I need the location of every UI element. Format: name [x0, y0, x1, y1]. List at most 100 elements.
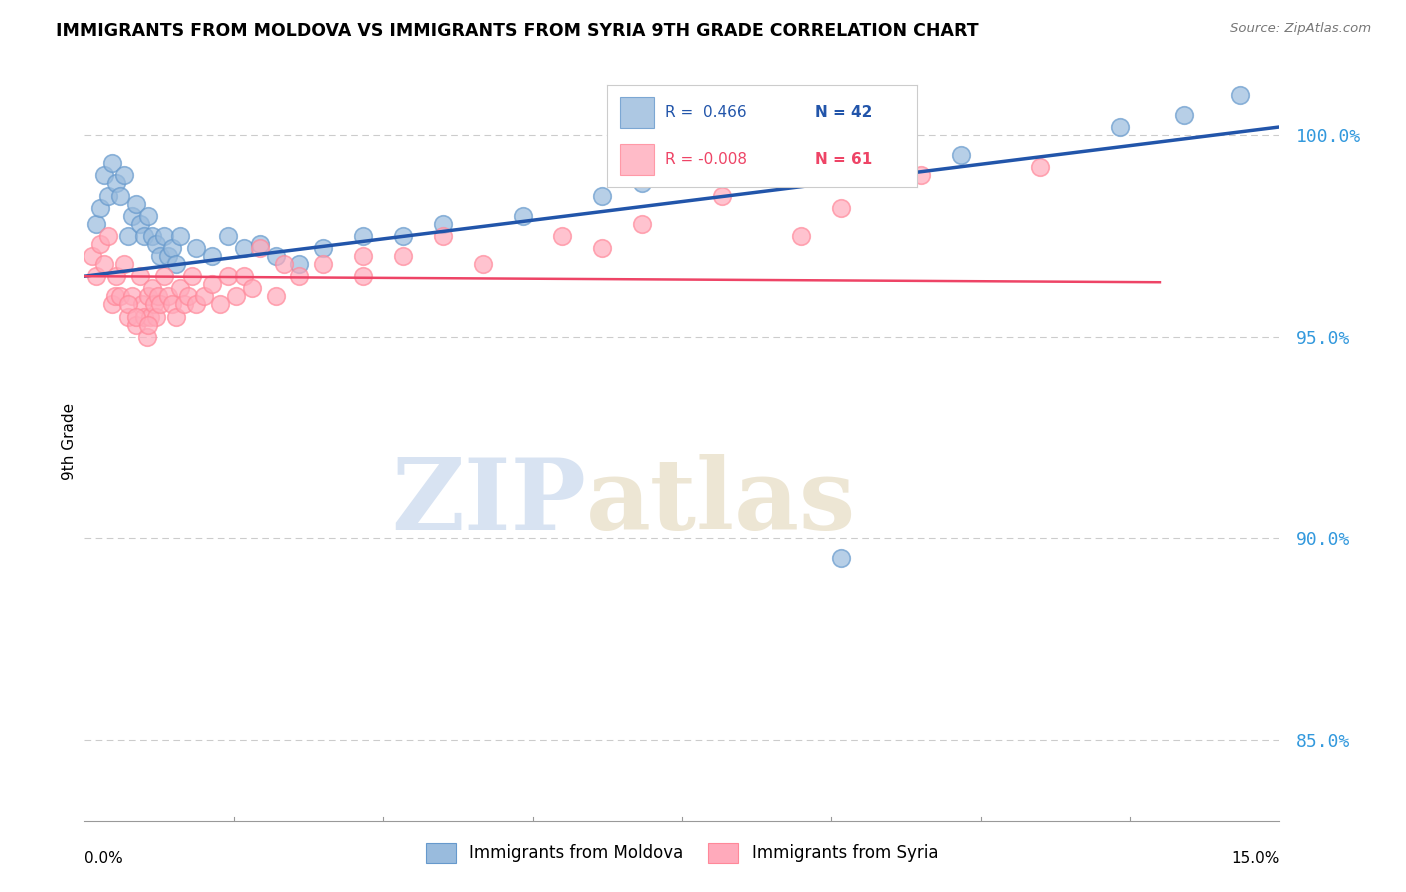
Point [93, 257, 115, 271]
Text: 15.0%: 15.0% [1232, 851, 1279, 866]
Point [1173, 108, 1195, 122]
Point [173, 297, 195, 311]
Point [93, 169, 115, 183]
Point [225, 289, 247, 303]
Point [208, 297, 231, 311]
Point [112, 169, 135, 183]
Point [1029, 161, 1052, 175]
Point [288, 269, 311, 284]
Point [264, 289, 287, 303]
Point [132, 310, 156, 324]
Point [471, 257, 494, 271]
Point [86, 217, 108, 231]
Point [591, 241, 613, 255]
Point [512, 209, 534, 223]
Point [392, 249, 415, 263]
Text: N = 42: N = 42 [814, 105, 872, 120]
Point [249, 241, 271, 255]
Text: IMMIGRANTS FROM MOLDOVA VS IMMIGRANTS FROM SYRIA 9TH GRADE CORRELATION CHART: IMMIGRANTS FROM MOLDOVA VS IMMIGRANTS FR… [56, 22, 979, 40]
Point [136, 209, 159, 223]
Bar [620, 97, 654, 128]
Point [432, 228, 454, 243]
Point [149, 297, 172, 311]
Point [129, 269, 152, 284]
Point [710, 188, 733, 202]
Point [157, 249, 180, 263]
Legend: Immigrants from Moldova, Immigrants from Syria: Immigrants from Moldova, Immigrants from… [419, 837, 945, 869]
Point [97, 188, 120, 202]
Point [112, 257, 135, 271]
Point [125, 318, 148, 332]
Point [165, 257, 187, 271]
Point [217, 269, 239, 284]
Point [193, 289, 215, 303]
Point [830, 201, 852, 215]
Point [121, 289, 143, 303]
Point [1109, 120, 1132, 134]
Point [232, 241, 254, 255]
Point [830, 551, 852, 566]
Point [264, 249, 287, 263]
Point [157, 289, 180, 303]
Point [352, 269, 374, 284]
Point [139, 310, 162, 324]
Text: atlas: atlas [586, 454, 856, 550]
Text: ZIP: ZIP [391, 454, 586, 550]
Point [132, 228, 156, 243]
Point [217, 228, 239, 243]
Point [160, 297, 183, 311]
Point [104, 289, 127, 303]
Point [181, 269, 204, 284]
Point [125, 196, 148, 211]
Point [117, 310, 139, 324]
Point [136, 289, 159, 303]
Point [352, 228, 374, 243]
Point [232, 269, 254, 284]
Point [101, 156, 124, 170]
Point [631, 217, 654, 231]
Point [591, 188, 613, 202]
Point [910, 169, 932, 183]
Point [82, 249, 104, 263]
Point [135, 329, 157, 343]
Point [143, 297, 166, 311]
Point [145, 310, 167, 324]
Point [129, 217, 152, 231]
Point [148, 289, 170, 303]
Point [949, 148, 972, 162]
Point [160, 241, 183, 255]
Point [121, 209, 143, 223]
Point [141, 228, 163, 243]
Point [352, 249, 374, 263]
Point [110, 188, 132, 202]
Point [169, 281, 191, 295]
Point [145, 236, 167, 251]
Point [790, 228, 813, 243]
Bar [620, 145, 654, 175]
Point [177, 289, 200, 303]
Point [105, 269, 128, 284]
Point [101, 297, 124, 311]
Text: N = 61: N = 61 [814, 153, 872, 167]
Point [149, 249, 172, 263]
Point [153, 269, 176, 284]
Point [165, 310, 187, 324]
Point [86, 269, 108, 284]
Point [312, 241, 335, 255]
Point [105, 177, 128, 191]
Point [125, 310, 148, 324]
Point [631, 177, 654, 191]
Point [141, 281, 163, 295]
Point [1229, 87, 1251, 102]
Text: R =  0.466: R = 0.466 [665, 105, 747, 120]
Point [551, 228, 574, 243]
Point [184, 297, 207, 311]
Point [153, 228, 176, 243]
Point [392, 228, 415, 243]
Text: R = -0.008: R = -0.008 [665, 153, 747, 167]
Point [117, 297, 139, 311]
Point [136, 318, 159, 332]
Point [131, 297, 153, 311]
Point [201, 277, 224, 292]
Point [169, 228, 191, 243]
